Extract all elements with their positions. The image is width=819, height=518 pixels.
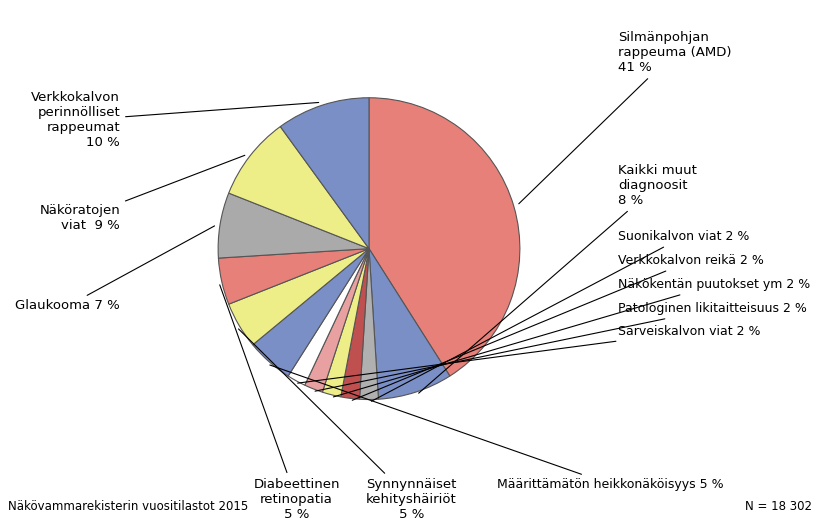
Wedge shape <box>229 249 369 345</box>
Wedge shape <box>341 249 369 399</box>
Text: Silmänpohjan
rappeuma (AMD)
41 %: Silmänpohjan rappeuma (AMD) 41 % <box>518 31 731 204</box>
Text: Sarveiskalvon viat 2 %: Sarveiskalvon viat 2 % <box>297 325 759 383</box>
Wedge shape <box>359 249 378 399</box>
Text: Näkövammarekisterin vuositilastot 2015: Näkövammarekisterin vuositilastot 2015 <box>8 500 248 513</box>
Text: Verkkokalvon reikä 2 %: Verkkokalvon reikä 2 % <box>352 254 762 400</box>
Text: Kaikki muut
diagnoosit
8 %: Kaikki muut diagnoosit 8 % <box>419 164 696 393</box>
Text: Määrittämätön heikkonäköisyys 5 %: Määrittämätön heikkonäköisyys 5 % <box>269 365 723 491</box>
Wedge shape <box>369 249 450 399</box>
Text: N = 18 302: N = 18 302 <box>744 500 811 513</box>
Wedge shape <box>252 249 369 376</box>
Text: Näkökentän puutokset ym 2 %: Näkökentän puutokset ym 2 % <box>333 278 809 397</box>
Wedge shape <box>322 249 369 397</box>
Wedge shape <box>218 193 369 258</box>
Text: Glaukooma 7 %: Glaukooma 7 % <box>16 226 215 312</box>
Wedge shape <box>305 249 369 392</box>
Text: Diabeettinen
retinopatia
5 %: Diabeettinen retinopatia 5 % <box>219 285 339 518</box>
Text: Suonikalvon viat 2 %: Suonikalvon viat 2 % <box>371 230 749 401</box>
Text: Näköratojen
viat  9 %: Näköratojen viat 9 % <box>39 155 245 233</box>
Text: Patologinen likitaitteisuus 2 %: Patologinen likitaitteisuus 2 % <box>314 303 806 391</box>
Wedge shape <box>218 249 369 304</box>
Wedge shape <box>280 98 369 249</box>
Wedge shape <box>369 98 519 376</box>
Text: Verkkokalvon
perinnölliset
rappeumat
10 %: Verkkokalvon perinnölliset rappeumat 10 … <box>31 91 319 149</box>
Text: Synnynnäiset
kehityshäiriöt
5 %: Synnynnäiset kehityshäiriöt 5 % <box>238 329 456 518</box>
Wedge shape <box>229 126 369 249</box>
Wedge shape <box>287 249 369 385</box>
